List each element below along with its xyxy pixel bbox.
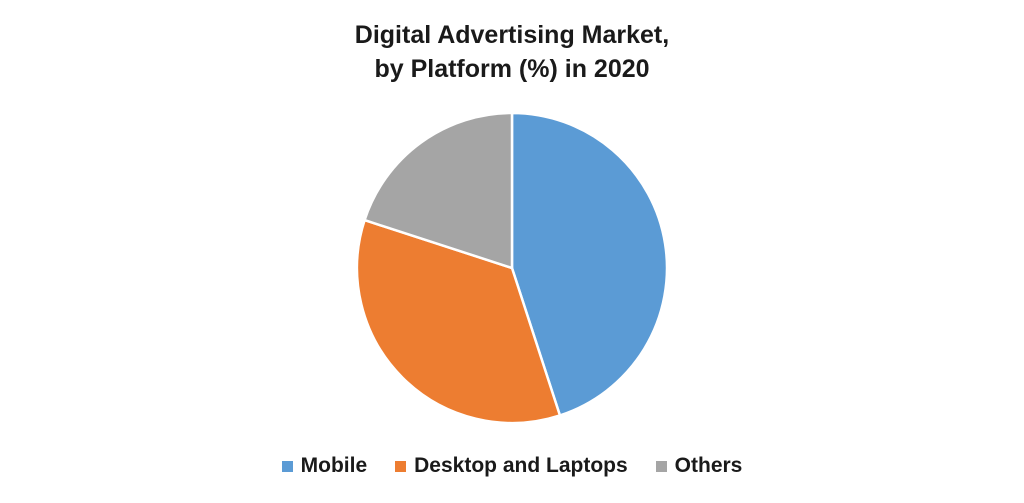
legend-item-others: Others bbox=[655, 454, 743, 478]
legend-item-desktop-and-laptops: Desktop and Laptops bbox=[395, 454, 628, 478]
legend-swatch-desktop-and-laptops bbox=[395, 460, 407, 472]
legend-label-mobile: Mobile bbox=[300, 454, 368, 477]
chart-title-line-2: by Platform (%) in 2020 bbox=[374, 55, 650, 83]
chart-title: Digital Advertising Market, by Platform … bbox=[0, 18, 1024, 86]
pie-slices bbox=[355, 111, 669, 425]
chart-title-line-1: Digital Advertising Market, bbox=[354, 21, 670, 49]
legend: Mobile Desktop and Laptops Others bbox=[0, 454, 1024, 478]
legend-label-desktop-and-laptops: Desktop and Laptops bbox=[414, 454, 628, 477]
pie-slice-others bbox=[363, 111, 514, 270]
legend-label-others: Others bbox=[674, 454, 743, 477]
pie-slice-desktop-and-laptops bbox=[355, 218, 562, 425]
legend-swatch-mobile bbox=[281, 460, 293, 472]
legend-swatch-others bbox=[655, 460, 667, 472]
legend-item-mobile: Mobile bbox=[281, 454, 368, 478]
pie-slice-mobile bbox=[510, 111, 669, 417]
